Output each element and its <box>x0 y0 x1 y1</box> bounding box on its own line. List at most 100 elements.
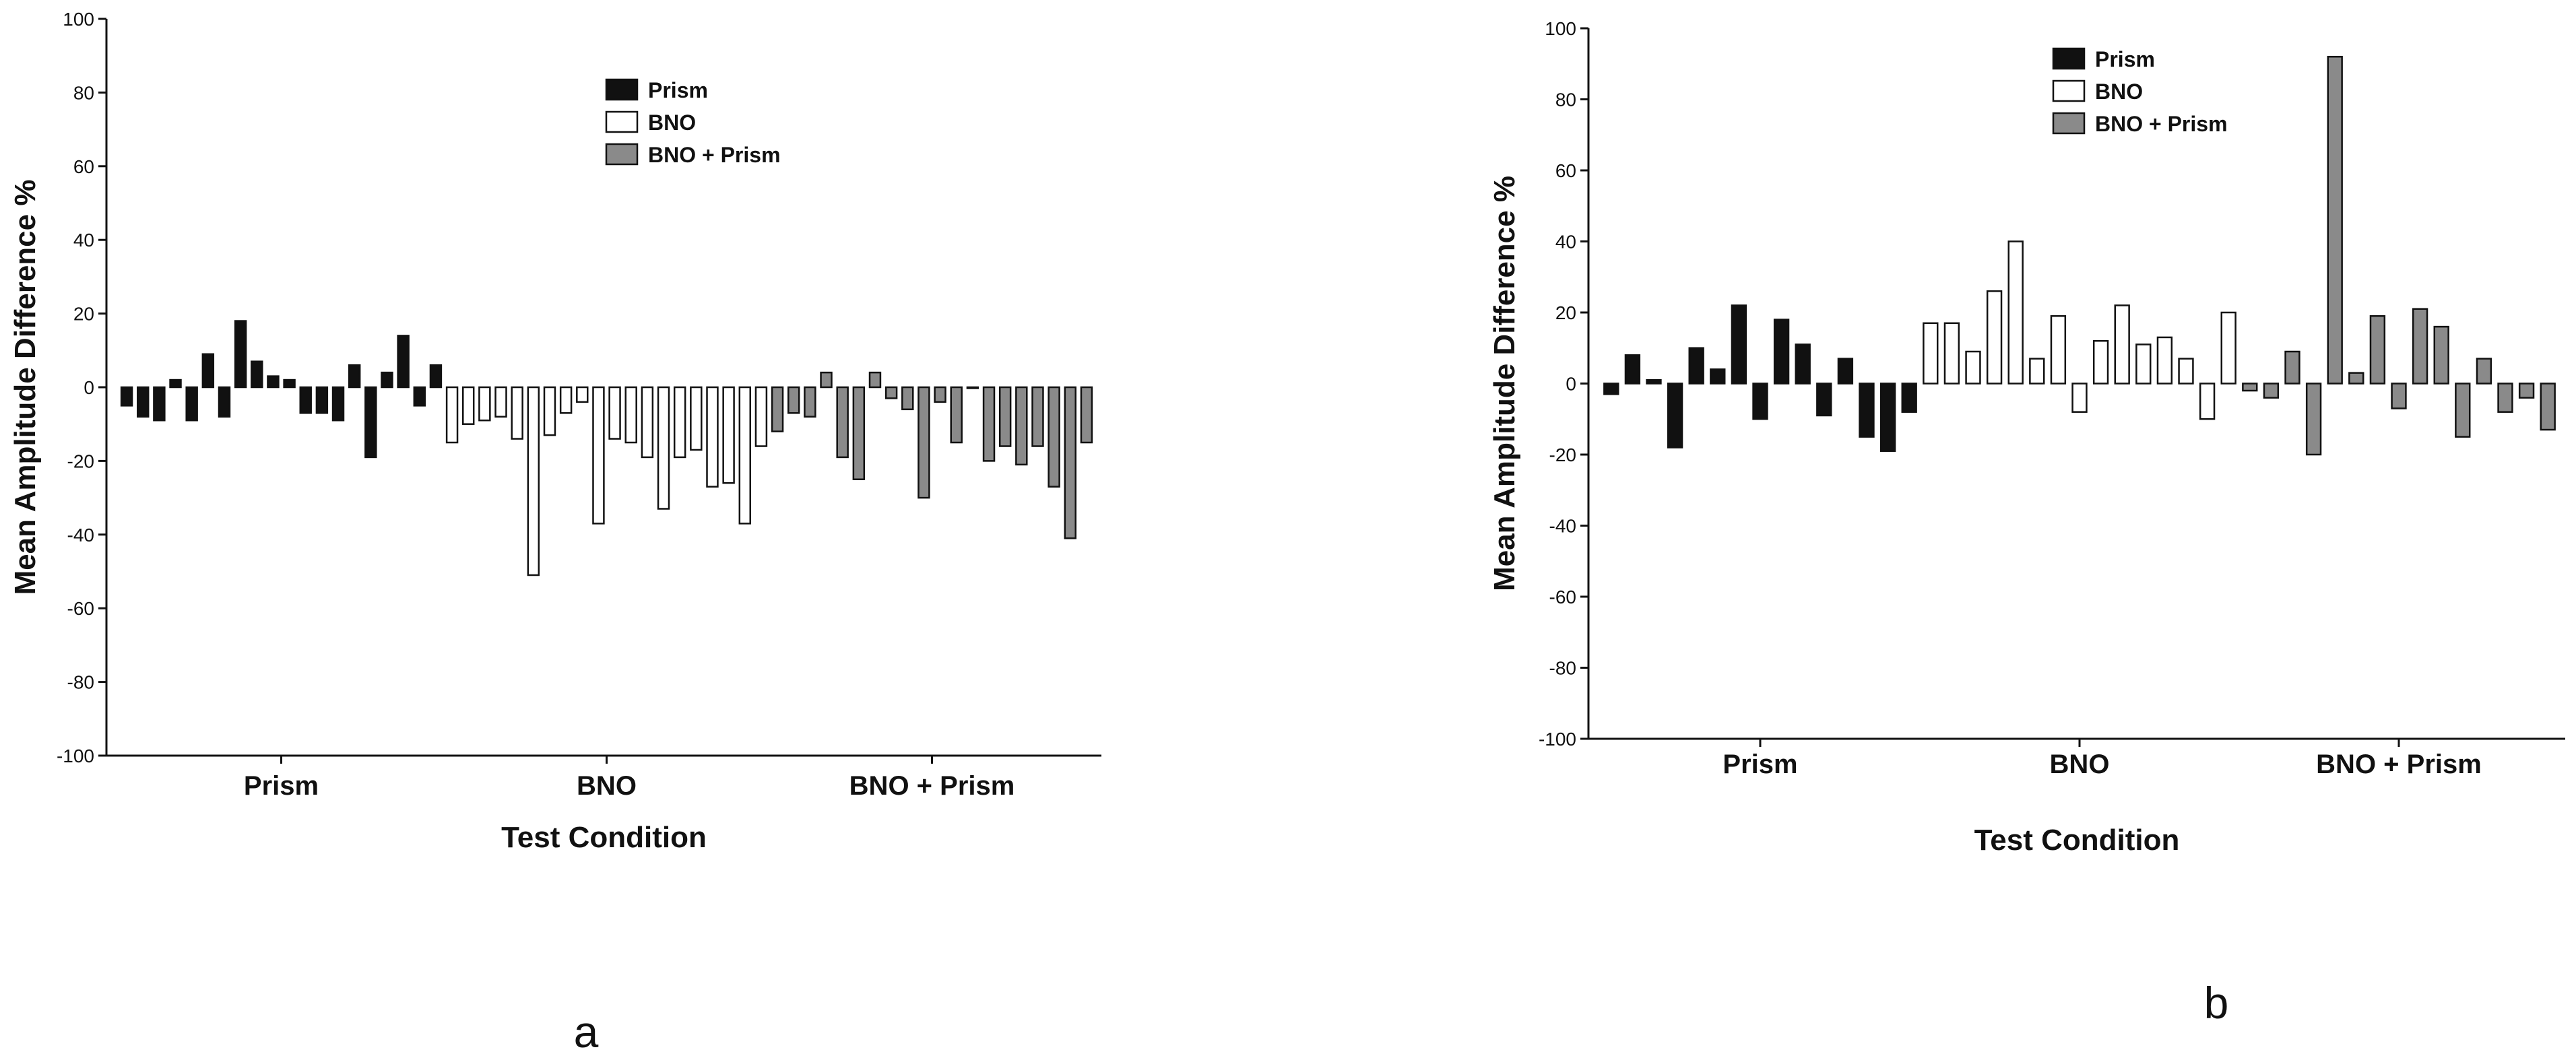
bar-bno <box>2156 336 2173 385</box>
bar-bno-prism <box>1080 386 1093 444</box>
bar-prism <box>413 386 426 407</box>
bar-bno <box>690 386 703 451</box>
bar-bno <box>543 386 556 436</box>
y-tick-label: 40 <box>1555 232 1576 253</box>
legend-swatch <box>2052 47 2086 70</box>
y-tick-label: 100 <box>63 9 94 30</box>
bar-bno <box>1965 350 1981 385</box>
bar-bno <box>673 386 686 459</box>
bar-bno-prism <box>2412 308 2428 385</box>
panel-letter: b <box>2204 978 2229 1028</box>
bar-bno-prism <box>2497 383 2513 413</box>
bar-bno <box>754 386 768 447</box>
y-tick-label: -80 <box>1549 658 1576 679</box>
bar-bno-prism <box>998 386 1012 447</box>
y-tick-label: -60 <box>67 598 94 619</box>
y-tick-label: -40 <box>1549 516 1576 537</box>
legend-swatch <box>605 78 639 101</box>
bar-bno-prism <box>2305 383 2322 456</box>
bar-bno-prism <box>804 386 816 418</box>
bar-bno-prism <box>2369 315 2386 385</box>
bar-bno <box>1986 290 2003 385</box>
legend-swatch <box>605 143 639 166</box>
bar-bno <box>2135 343 2152 385</box>
bar-bno <box>494 386 507 418</box>
bar-bno-prism <box>917 386 930 499</box>
panel-letter: a <box>574 1007 599 1057</box>
y-tick-label: 0 <box>1566 374 1576 395</box>
bar-bno-prism <box>2455 383 2471 438</box>
bar-bno <box>527 386 540 576</box>
bar-bno-prism <box>982 386 996 462</box>
bar-bno-prism <box>852 386 866 480</box>
bar-bno-prism <box>2242 383 2258 392</box>
bar-prism <box>1773 319 1790 385</box>
bar-bno <box>559 386 573 414</box>
bar-bno-prism <box>868 371 882 389</box>
bar-bno <box>657 386 670 510</box>
bar-prism <box>218 386 231 418</box>
bar-prism <box>1667 383 1683 449</box>
bar-bno <box>641 386 654 459</box>
bar-bno-prism <box>787 386 800 414</box>
bar-bno <box>2199 383 2216 420</box>
bar-prism <box>397 335 410 389</box>
y-tick-label: -40 <box>67 525 94 545</box>
bar-bno-prism <box>2284 350 2300 385</box>
bar-bno-prism <box>966 386 979 389</box>
y-axis-title: Mean Amplitude Difference % <box>9 180 42 595</box>
bar-prism <box>1752 383 1768 420</box>
bar-bno-prism <box>934 386 946 403</box>
bar-bno <box>2114 304 2130 385</box>
bar-prism <box>185 386 198 422</box>
bar-prism <box>137 386 150 418</box>
y-tick-label: -80 <box>67 672 94 693</box>
legend-label: BNO + Prism <box>2095 112 2228 136</box>
bar-prism <box>169 378 182 389</box>
bar-bno <box>738 386 751 525</box>
y-tick-label: 60 <box>1555 160 1576 181</box>
legend-label: BNO <box>648 110 696 135</box>
bar-bno-prism <box>2263 383 2280 399</box>
bar-bno <box>2029 358 2045 385</box>
bar-prism <box>1731 304 1747 385</box>
bar-bno-prism <box>884 386 898 399</box>
bar-bno-prism <box>950 386 963 444</box>
bar-prism <box>364 386 377 459</box>
bar-bno-prism <box>1064 386 1076 539</box>
bar-bno-prism <box>771 386 784 432</box>
chart-panel-a: 100 80 60 40 20 0 -20 -40 -60 -80 -100 Mean Amplitu… <box>9 9 1101 1057</box>
bar-bno-prism <box>1015 386 1028 466</box>
y-tick-label: -20 <box>67 451 94 471</box>
bar-prism <box>348 364 361 389</box>
bar-bno <box>624 386 637 444</box>
bar-prism <box>1816 383 1832 417</box>
bar-bno <box>1943 322 1960 385</box>
bar-bno <box>2220 311 2236 385</box>
y-tick-label: 60 <box>73 156 94 177</box>
bar-prism <box>1901 383 1917 413</box>
bar-bno <box>445 386 459 444</box>
bar-prism <box>1688 347 1704 385</box>
bar-bno-prism <box>2348 372 2364 385</box>
bar-bno-prism <box>820 371 833 389</box>
bar-bno-prism <box>901 386 914 411</box>
x-category-label: Prism <box>1722 750 1797 779</box>
bar-prism <box>283 378 296 389</box>
bar-bno-prism <box>2476 358 2492 385</box>
legend-swatch <box>605 110 639 133</box>
x-category-label: Prism <box>244 771 319 801</box>
bar-prism <box>299 386 312 414</box>
bar-prism <box>234 320 247 389</box>
bar-bno-prism <box>1048 386 1060 488</box>
bar-bno-prism <box>2540 383 2556 431</box>
bar-prism <box>1646 378 1662 385</box>
bar-bno <box>478 386 491 422</box>
bar-bno-prism <box>836 386 849 459</box>
bar-prism <box>1795 343 1811 385</box>
y-tick-label: 100 <box>1545 18 1576 39</box>
bar-prism <box>1624 354 1641 385</box>
bar-prism <box>1879 383 1896 452</box>
bar-bno <box>2071 383 2088 413</box>
bar-prism <box>331 386 345 422</box>
